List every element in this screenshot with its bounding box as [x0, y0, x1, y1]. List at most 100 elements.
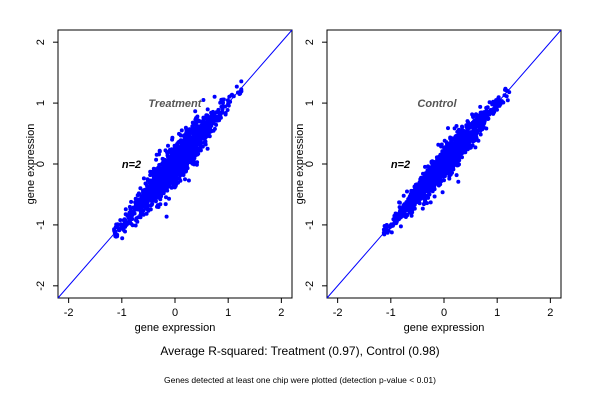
control-data-point	[459, 133, 464, 137]
treatment-data-point	[201, 115, 206, 120]
treatment-data-point	[209, 123, 214, 128]
control-n-label: n=2	[391, 159, 410, 171]
control-data-point	[478, 104, 483, 109]
control-data-point	[445, 142, 450, 147]
treatment-y-axis-label: gene expression	[25, 124, 37, 205]
control-data-point	[397, 200, 402, 205]
control-data-point	[436, 180, 441, 185]
treatment-data-point	[188, 148, 193, 153]
control-data-point	[412, 206, 417, 211]
treatment-data-point	[169, 185, 174, 190]
treatment-y-tick-label: -1	[35, 220, 47, 230]
treatment-y-ticks: -2 -1 0 1 2	[35, 39, 58, 291]
treatment-data-point	[120, 236, 125, 241]
control-data-point	[425, 177, 430, 182]
treatment-data-point	[154, 152, 159, 157]
treatment-data-point	[203, 142, 208, 147]
control-data-point	[438, 165, 443, 170]
control-data-point	[421, 202, 426, 207]
control-panel: -2 -1 0 1 2 -2 -1 0 1 2 Control n=2 gene express…	[294, 29, 562, 334]
control-data-point	[420, 206, 425, 211]
control-data-point	[454, 173, 459, 178]
control-x-tick-label: -1	[386, 307, 396, 319]
treatment-data-point	[161, 163, 166, 168]
control-data-point	[469, 136, 473, 141]
treatment-data-point	[141, 212, 146, 217]
control-data-point	[448, 136, 453, 141]
treatment-data-point	[179, 128, 184, 133]
treatment-data-point	[158, 189, 163, 194]
treatment-data-point	[138, 213, 143, 218]
treatment-data-point	[177, 176, 182, 181]
treatment-data-point	[163, 202, 168, 207]
control-data-point	[448, 172, 453, 177]
treatment-data-point	[164, 195, 168, 200]
control-data-point	[453, 162, 458, 167]
treatment-data-point	[225, 108, 230, 112]
treatment-data-point	[149, 202, 154, 207]
control-data-point	[389, 230, 394, 235]
treatment-data-point	[181, 168, 186, 173]
control-data-point	[460, 155, 464, 160]
control-data-point	[436, 161, 441, 166]
treatment-data-point	[165, 150, 169, 155]
control-x-ticks: -2 -1 0 1 2	[333, 298, 553, 319]
control-data-point	[402, 211, 407, 215]
treatment-data-point	[150, 169, 155, 174]
control-data-point	[451, 142, 456, 147]
treatment-y-tick-label: 0	[35, 161, 47, 167]
treatment-data-point	[190, 131, 195, 136]
treatment-data-point	[139, 206, 144, 211]
control-data-point	[454, 124, 459, 128]
treatment-data-point	[174, 182, 178, 187]
treatment-data-point	[204, 113, 209, 118]
treatment-data-point	[194, 126, 199, 131]
control-data-point	[429, 169, 434, 174]
control-data-point	[412, 184, 417, 189]
treatment-data-point	[195, 160, 200, 165]
treatment-data-point	[167, 160, 172, 165]
treatment-data-point	[195, 132, 200, 136]
control-data-point	[432, 194, 437, 199]
treatment-data-point	[157, 148, 162, 153]
treatment-data-point	[193, 109, 198, 114]
treatment-data-point	[174, 179, 179, 184]
control-data-point	[450, 156, 455, 161]
treatment-data-point	[161, 170, 166, 175]
treatment-data-point	[201, 98, 206, 102]
treatment-data-point	[205, 131, 209, 136]
control-y-axis-label: gene expression	[294, 124, 306, 205]
control-data-point	[465, 126, 470, 130]
control-data-point	[503, 86, 508, 91]
control-y-tick-label: -2	[304, 281, 316, 291]
treatment-data-point	[142, 193, 147, 198]
control-data-point	[476, 138, 481, 143]
control-data-point	[505, 98, 510, 103]
treatment-data-point	[234, 84, 239, 89]
control-y-ticks: -2 -1 0 1 2	[304, 39, 327, 291]
control-data-point	[471, 133, 476, 138]
treatment-data-point	[192, 122, 196, 127]
control-data-point	[478, 128, 483, 133]
control-data-point	[440, 190, 445, 195]
treatment-data-point	[129, 221, 133, 226]
control-data-point	[442, 178, 446, 183]
control-data-point	[439, 142, 444, 147]
treatment-data-point	[221, 100, 225, 105]
treatment-data-point	[203, 139, 208, 144]
treatment-data-point	[154, 157, 159, 162]
treatment-data-point	[205, 120, 210, 125]
control-data-point	[404, 208, 409, 212]
treatment-data-point	[158, 202, 163, 207]
treatment-x-axis-label: gene expression	[135, 322, 216, 334]
control-data-point	[398, 224, 403, 229]
treatment-panel-label: Treatment	[148, 98, 202, 110]
treatment-data-point	[164, 214, 169, 219]
treatment-data-point	[171, 159, 176, 164]
figure-footnote: Genes detected at least one chip were pl…	[164, 375, 436, 385]
treatment-data-point	[162, 181, 167, 186]
treatment-y-tick-label: 2	[35, 39, 47, 45]
treatment-data-point	[169, 172, 173, 177]
treatment-data-point	[125, 221, 130, 226]
control-data-point	[436, 142, 441, 147]
